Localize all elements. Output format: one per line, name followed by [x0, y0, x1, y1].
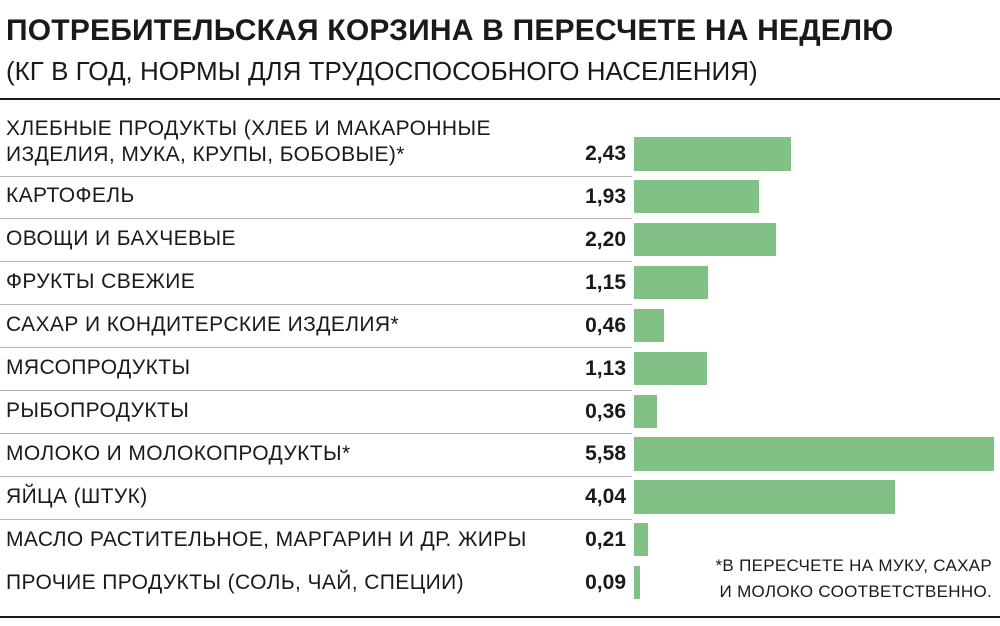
category-label: МАСЛО РАСТИТЕЛЬНОЕ, МАРГАРИН И ДР. ЖИРЫ: [6, 527, 527, 553]
category-label: МОЛОКО И МОЛОКОПРОДУКТЫ*: [6, 441, 351, 467]
bar: [634, 180, 759, 213]
bottom-rule: [0, 616, 1000, 618]
value-label: 0,36: [585, 400, 626, 423]
category-label: САХАР И КОНДИТЕРСКИЕ ИЗДЕЛИЯ*: [6, 312, 399, 338]
category-label: РЫБОПРОДУКТЫ: [6, 398, 189, 424]
category-label-line: МАСЛО РАСТИТЕЛЬНОЕ, МАРГАРИН И ДР. ЖИРЫ: [6, 528, 527, 551]
category-label: ФРУКТЫ СВЕЖИЕ: [6, 269, 195, 295]
value-label: 2,43: [585, 142, 626, 165]
row-separator: [0, 390, 632, 391]
value-label: 1,13: [585, 357, 626, 380]
category-label-line: МОЛОКО И МОЛОКОПРОДУКТЫ*: [6, 442, 351, 465]
category-label-line: ОВОЩИ И БАХЧЕВЫЕ: [6, 227, 236, 250]
row-separator: [0, 176, 632, 177]
row-separator: [0, 347, 632, 348]
category-label-line: ЯЙЦА (ШТУК): [6, 485, 148, 508]
bar: [634, 137, 791, 171]
category-label-line: ФРУКТЫ СВЕЖИЕ: [6, 270, 196, 293]
bar: [634, 523, 648, 556]
category-label: ЯЙЦА (ШТУК): [6, 484, 148, 510]
value-label: 0,09: [585, 571, 626, 594]
category-label-line: ИЗДЕЛИЯ, МУКА, КРУПЫ, БОБОВЫЕ)*: [6, 143, 405, 166]
category-label-line: ХЛЕБНЫЕ ПРОДУКТЫ (ХЛЕБ И МАКАРОННЫЕ: [6, 117, 491, 140]
footnote-line: *В ПЕРЕСЧЕТЕ НА МУКУ, САХАР: [715, 556, 992, 575]
value-label: 5,58: [585, 442, 626, 465]
category-label-line: САХАР И КОНДИТЕРСКИЕ ИЗДЕЛИЯ*: [6, 313, 400, 336]
bar: [634, 309, 664, 342]
category-label: ПРОЧИЕ ПРОДУКТЫ (СОЛЬ, ЧАЙ, СПЕЦИИ): [6, 570, 464, 596]
value-label: 0,21: [585, 528, 626, 551]
row-separator: [0, 218, 632, 219]
chart-subtitle: (КГ В ГОД, НОРМЫ ДЛЯ ТРУДОСПОСОБНОГО НАС…: [6, 56, 758, 86]
footnote: *В ПЕРЕСЧЕТЕ НА МУКУ, САХАР И МОЛОКО СОО…: [716, 553, 992, 605]
row-separator: [0, 476, 632, 477]
bar: [634, 566, 640, 599]
top-rule: [0, 98, 1000, 100]
category-label: ОВОЩИ И БАХЧЕВЫЕ: [6, 226, 236, 252]
row-separator: [0, 261, 632, 262]
category-label-line: РЫБОПРОДУКТЫ: [6, 399, 190, 422]
bar: [634, 223, 776, 256]
value-label: 1,15: [585, 271, 626, 294]
value-label: 0,46: [585, 314, 626, 337]
bar: [634, 437, 994, 471]
category-label: КАРТОФЕЛЬ: [6, 183, 135, 209]
category-label: ХЛЕБНЫЕ ПРОДУКТЫ (ХЛЕБ И МАКАРОННЫЕ ИЗДЕЛ…: [6, 116, 491, 168]
value-label: 2,20: [585, 228, 626, 251]
chart-title: ПОТРЕБИТЕЛЬСКАЯ КОРЗИНА В ПЕРЕСЧЕТЕ НА Н…: [6, 14, 894, 47]
category-label: МЯСОПРОДУКТЫ: [6, 355, 190, 381]
bar: [634, 395, 658, 428]
value-label: 4,04: [585, 485, 626, 508]
bar: [634, 266, 709, 299]
category-label-line: МЯСОПРОДУКТЫ: [6, 356, 191, 379]
category-label-line: ПРОЧИЕ ПРОДУКТЫ (СОЛЬ, ЧАЙ, СПЕЦИИ): [6, 571, 465, 594]
row-separator: [0, 433, 632, 434]
row-separator: [0, 304, 632, 305]
bar: [634, 352, 707, 385]
value-label: 1,93: [585, 185, 626, 208]
footnote-line: И МОЛОКО СООТВЕТСТВЕННО.: [719, 582, 992, 601]
category-label-line: КАРТОФЕЛЬ: [6, 184, 135, 207]
row-separator: [0, 519, 632, 520]
bar: [634, 480, 895, 514]
